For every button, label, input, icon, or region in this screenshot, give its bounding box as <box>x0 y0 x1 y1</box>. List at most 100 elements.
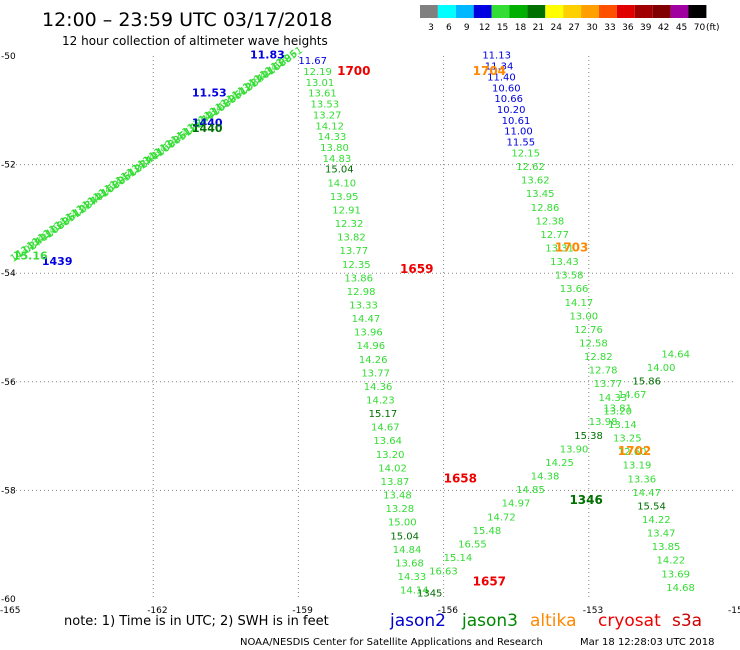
tick-labels: -165 -162 -159 -156 -153 -15 -50 -52 -54 -56 -58 -6… <box>0 52 740 616</box>
swh-label: 14.72 <box>487 512 516 523</box>
legend-label: 42 <box>658 23 669 33</box>
legend-swatch <box>437 5 456 18</box>
y-tick-label: -52 <box>1 161 16 171</box>
legend-label: 30 <box>586 23 598 33</box>
swh-label: 13.81 <box>603 404 632 415</box>
legend-swatch <box>509 5 528 18</box>
swh-label: 14.22 <box>642 515 671 526</box>
swh-label: 1345 <box>417 588 442 599</box>
swh-label: 14.26 <box>359 355 388 366</box>
legend-swatch <box>527 5 546 18</box>
grid <box>8 56 734 599</box>
annotation-label: 1440 <box>192 122 223 135</box>
x-tick-label: -15 <box>728 606 740 616</box>
dense-track: 14.0213.8714.4413.9114.1013.6614.2813.95… <box>9 45 305 265</box>
swh-label: 13.58 <box>555 271 584 282</box>
swh-label: 13.27 <box>313 110 342 121</box>
swh-label: 13.33 <box>349 300 378 311</box>
legend-swatch <box>491 5 510 18</box>
time-labels: 1700 1659 1658 1657 1704 1703 1702 1346 <box>337 64 651 588</box>
swh-label: 14.22 <box>657 556 686 567</box>
swh-label: 12.77 <box>540 230 569 241</box>
y-tick-label: -58 <box>1 486 16 496</box>
swh-label: 13.48 <box>383 491 412 502</box>
legend-label: 39 <box>640 23 652 33</box>
x-tick-label: -153 <box>583 606 603 616</box>
swh-label: 13.53 <box>311 100 340 111</box>
swh-label: 12.60 <box>618 447 647 458</box>
swh-label: 12.76 <box>574 325 603 336</box>
swh-label: 14.12 <box>315 121 344 132</box>
swh-label: 10.20 <box>497 105 526 116</box>
swh-label: 10.61 <box>502 116 531 127</box>
swh-label: 15.14 <box>444 553 473 564</box>
legend-label: 6 <box>446 23 452 33</box>
swh-label: 14.17 <box>565 298 594 309</box>
swh-label: 13.80 <box>320 143 349 154</box>
legend-label: 15 <box>497 23 508 33</box>
chart-subtitle: 12 hour collection of altimeter wave hei… <box>62 34 328 48</box>
swh-label: 12.86 <box>531 203 560 214</box>
legend-swatch <box>581 5 599 18</box>
swh-label: 15.00 <box>388 518 417 529</box>
swh-label: 11.55 <box>507 138 536 149</box>
x-tick-label: -162 <box>147 606 167 616</box>
swh-label: 10.66 <box>494 94 523 105</box>
swh-label: 14.02 <box>378 463 407 474</box>
legend-label: 33 <box>604 23 615 33</box>
legend-label: 21 <box>533 23 544 33</box>
satellite-legend-jason2: jason2 <box>389 611 446 631</box>
legend-label: 36 <box>622 23 634 33</box>
swh-label: 12.58 <box>579 339 608 350</box>
legend-swatch <box>652 5 671 18</box>
swh-label: 13.20 <box>603 406 632 417</box>
chart-title: 12:00 – 23:59 UTC 03/17/2018 <box>42 9 332 31</box>
time-label: 1700 <box>337 64 370 78</box>
swh-label: 14.23 <box>366 396 395 407</box>
time-label: 1704 <box>473 64 506 78</box>
swh-label: 14.33 <box>598 393 627 404</box>
x-tick-label: -159 <box>292 606 313 616</box>
swh-label: 13.47 <box>647 529 676 540</box>
swh-label: 15.04 <box>325 165 354 176</box>
satellite-legend-altika: altika <box>530 611 577 631</box>
time-label: 1703 <box>555 240 588 254</box>
swh-label: 11.40 <box>487 72 516 83</box>
swh-label: 14.97 <box>502 499 531 510</box>
swh-label: 11.13 <box>482 51 511 62</box>
swh-label: 13.77 <box>594 379 623 390</box>
y-tick-label: -54 <box>1 269 16 279</box>
satellite-legend: jason2 jason3 altika cryosat s3a <box>389 611 702 631</box>
legend-swatch <box>473 5 492 18</box>
swh-label: 13.86 <box>344 273 373 284</box>
swh-label: 15.48 <box>473 526 502 537</box>
annotation-label: 11.53 <box>192 87 227 100</box>
annotation-label: 11.83 <box>250 49 285 62</box>
swh-label: 12.91 <box>332 205 361 216</box>
legend-unit: (ft) <box>706 23 720 33</box>
y-tick-label: -56 <box>1 378 16 388</box>
swh-label: 13.61 <box>308 89 337 100</box>
swh-label: 13.68 <box>395 558 424 569</box>
annotation-label: 1439 <box>42 255 73 268</box>
swh-label: 13.85 <box>652 542 681 553</box>
swh-label: 12.32 <box>335 219 364 230</box>
legend-label: 9 <box>464 23 470 33</box>
swh-label: 14.85 <box>516 485 545 496</box>
swh-label: 12.15 <box>511 148 540 159</box>
legend-label: 27 <box>568 23 579 33</box>
swh-label: 13.36 <box>628 474 657 485</box>
swh-label: 13.90 <box>560 444 589 455</box>
swh-label: 16.55 <box>458 539 487 550</box>
time-label: 1346 <box>569 493 602 507</box>
swh-label: 14.96 <box>356 341 385 352</box>
swh-label: 14.33 <box>398 572 427 583</box>
legend-swatch <box>670 5 689 18</box>
x-tick-label: -165 <box>0 606 20 616</box>
legend-swatch <box>455 5 474 18</box>
time-label: 1657 <box>473 574 506 588</box>
swh-label: 13.62 <box>521 176 550 187</box>
swh-label: 14.33 <box>318 132 347 143</box>
swh-label: 12.78 <box>589 366 618 377</box>
